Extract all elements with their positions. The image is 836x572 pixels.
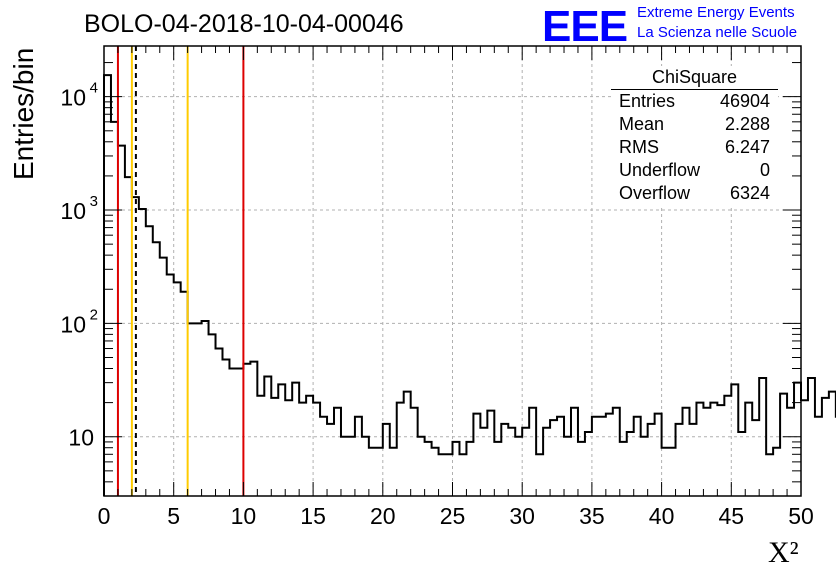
x-tick-label: 20: [370, 503, 396, 529]
marker-lines: [116, 46, 245, 496]
x-tick-label: 5: [167, 503, 180, 529]
stats-label: Overflow: [619, 183, 691, 203]
y-tick-label: 10: [60, 85, 86, 111]
x-tick-label: 10: [231, 503, 257, 529]
y-tick-exponent: 4: [90, 80, 98, 97]
stats-value: 2.288: [724, 114, 770, 134]
x-tick-label: 45: [719, 503, 745, 529]
logo-line-1: Extreme Energy Events: [637, 4, 795, 21]
stats-label: Entries: [619, 91, 676, 111]
stats-row: Overflow 6324: [611, 182, 778, 205]
x-tick-label: 50: [788, 503, 814, 529]
histogram-series: [103, 74, 836, 496]
x-tick-label: 30: [509, 503, 535, 529]
y-tick-label: 10: [68, 425, 94, 451]
y-axis-label: Entries/bin: [8, 47, 39, 180]
stats-label: RMS: [619, 137, 659, 157]
stats-label: Underflow: [619, 160, 701, 180]
y-tick-exponent: 2: [90, 306, 98, 323]
chart-title: BOLO-04-2018-10-04-00046: [84, 10, 404, 38]
stats-value: 6.247: [724, 137, 770, 157]
stats-row: Underflow 0: [611, 159, 778, 182]
logo-mark: EEE: [542, 2, 628, 51]
stats-row: Mean 2.288: [611, 113, 778, 136]
stats-value: 0: [759, 160, 770, 180]
stats-value: 6324: [729, 183, 770, 203]
x-axis-label: X²: [768, 536, 799, 569]
x-tick-label: 15: [300, 503, 326, 529]
x-tick-label: 25: [440, 503, 466, 529]
stats-title: ChiSquare: [611, 66, 778, 90]
stats-box: ChiSquare Entries 46904 Mean 2.288 RMS 6.24…: [611, 66, 778, 206]
x-tick-label: 0: [98, 503, 111, 529]
y-tick-label: 10: [60, 311, 86, 337]
x-tick-label: 35: [579, 503, 605, 529]
logo-line-2: La Scienza nelle Scuole: [637, 24, 798, 41]
stats-value: 46904: [719, 91, 770, 111]
stats-row: Entries 46904: [611, 90, 778, 113]
stats-label: Mean: [619, 114, 665, 134]
x-tick-label: 40: [649, 503, 675, 529]
y-tick-label: 10: [60, 198, 86, 224]
y-tick-exponent: 3: [90, 193, 98, 210]
stats-row: RMS 6.247: [611, 136, 778, 159]
x-axis: 0 5 10 15 20 25 30 35 40 45 50: [98, 46, 814, 529]
